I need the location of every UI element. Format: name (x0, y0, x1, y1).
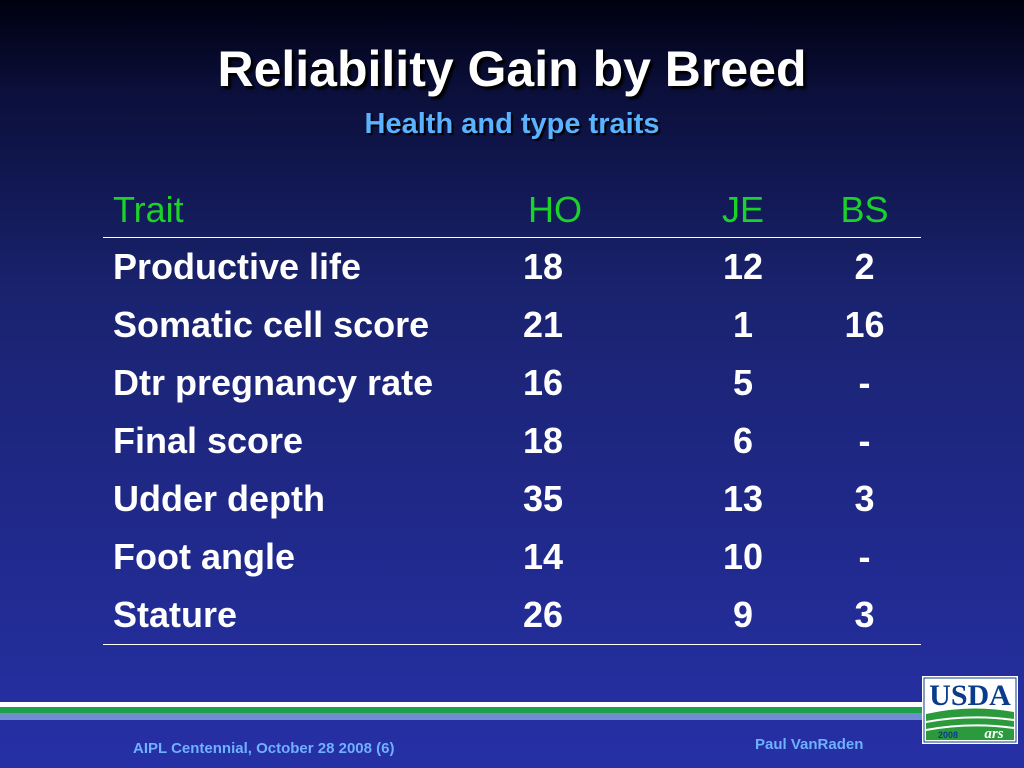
bs-cell: - (858, 420, 871, 461)
trait-cell: Foot angle (113, 536, 295, 577)
table-row: Somatic cell score 21 1 16 (103, 296, 921, 354)
ho-cell: 18 (523, 246, 564, 287)
usda-ars-logo: USDA 2008 ars (922, 676, 1018, 744)
column-header-trait: Trait (103, 183, 503, 238)
je-cell: 5 (732, 362, 754, 403)
je-cell: 6 (732, 420, 754, 461)
trait-cell: Somatic cell score (113, 304, 430, 345)
bs-cell: 3 (854, 478, 875, 519)
trait-cell: Stature (103, 586, 503, 645)
trait-cell: Udder depth (113, 478, 325, 519)
reliability-table: Trait HO JE BS Productive life 18 12 2 S… (103, 183, 921, 645)
ho-cell: 16 (523, 362, 564, 403)
ho-cell: 26 (503, 586, 678, 645)
column-header-ho: HO (503, 183, 678, 238)
bs-cell: - (858, 536, 871, 577)
footer-event-text: AIPL Centennial, October 28 2008 (6) (133, 740, 395, 757)
table-row: Productive life 18 12 2 (103, 238, 921, 297)
column-header-bs: BS (808, 183, 921, 238)
trait-cell: Dtr pregnancy rate (113, 362, 434, 403)
footer-divider-green (0, 707, 922, 713)
trait-cell: Productive life (113, 246, 362, 287)
column-header-je: JE (678, 183, 808, 238)
table-header-row: Trait HO JE BS (103, 183, 921, 238)
footer-author-text: Paul VanRaden (755, 736, 864, 753)
je-cell: 12 (722, 246, 764, 287)
bs-cell: 16 (844, 304, 885, 345)
table-row: Foot angle 14 10 - (103, 528, 921, 586)
logo-year-text: 2008 (938, 730, 958, 740)
je-cell: 13 (722, 478, 764, 519)
table-row: Udder depth 35 13 3 (103, 470, 921, 528)
ho-cell: 14 (523, 536, 564, 577)
ho-cell: 21 (523, 304, 564, 345)
table-row: Final score 18 6 - (103, 412, 921, 470)
table-row: Dtr pregnancy rate 16 5 - (103, 354, 921, 412)
bs-cell: 2 (854, 246, 875, 287)
ars-logo-text: ars (984, 726, 1003, 742)
bs-cell: - (858, 362, 871, 403)
footer-divider-white (0, 702, 922, 707)
bs-cell: 3 (808, 586, 921, 645)
slide-title: Reliability Gain by Breed (217, 41, 807, 97)
trait-cell: Final score (113, 420, 304, 461)
je-cell: 1 (732, 304, 754, 345)
footer-divider-blue (0, 713, 922, 720)
table-row: Stature 26 9 3 (103, 586, 921, 645)
slide-subtitle: Health and type traits (364, 108, 660, 140)
ho-cell: 35 (523, 478, 564, 519)
ho-cell: 18 (523, 420, 564, 461)
je-cell: 9 (678, 586, 808, 645)
usda-logo-field (926, 708, 1014, 740)
usda-logo-text: USDA (929, 679, 1011, 712)
je-cell: 10 (722, 536, 764, 577)
